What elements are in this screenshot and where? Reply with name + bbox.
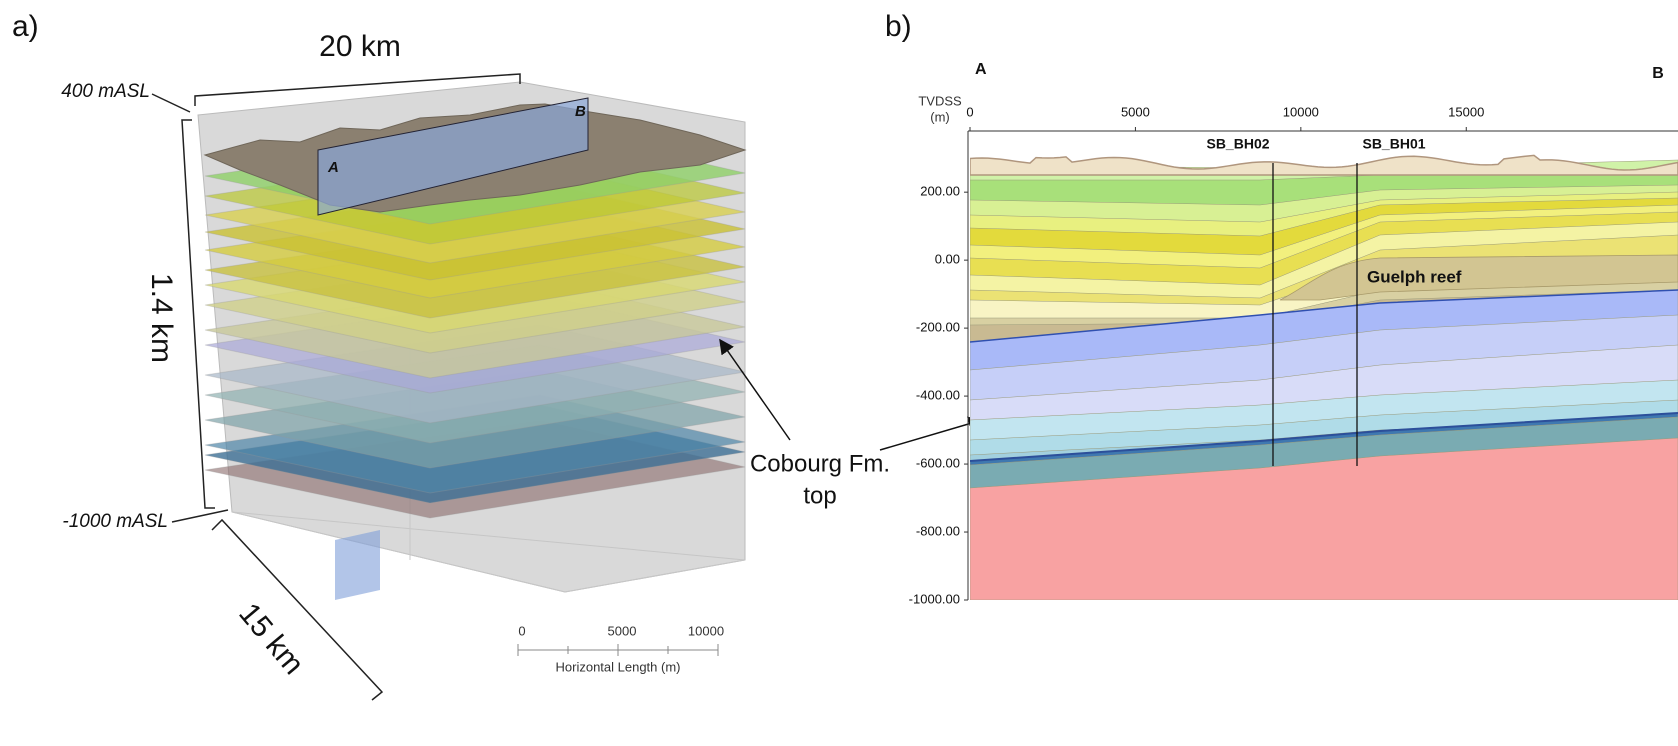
y-tick-label: -600.00 xyxy=(916,455,960,470)
x-tick-label: 0 xyxy=(966,104,973,119)
figure: AB a) 20 km 400 mASL 1.4 km -1000 mASL 1… xyxy=(0,0,1678,746)
leader xyxy=(152,94,190,112)
panel-label: a) xyxy=(12,10,39,43)
page: AB a) 20 km 400 mASL 1.4 km -1000 mASL 1… xyxy=(0,0,1678,746)
annotation-arrow xyxy=(880,420,982,450)
y-tick-label: -200.00 xyxy=(916,320,960,335)
scale-label: 5000 xyxy=(608,623,637,638)
section-end: B xyxy=(575,103,586,120)
y-tick-label: 200.00 xyxy=(920,184,960,199)
topography xyxy=(970,155,1678,175)
y-tick-label: -800.00 xyxy=(916,523,960,538)
depth-label: 15 km xyxy=(232,597,310,681)
x-tick-label: 10000 xyxy=(1283,104,1319,119)
y-tick-label: -400.00 xyxy=(916,388,960,403)
section-start: A xyxy=(975,61,987,78)
section-end: B xyxy=(1652,65,1664,82)
scale-label: 10000 xyxy=(688,623,724,638)
panel-label: b) xyxy=(885,10,912,43)
scale-bar: 0 5000 10000 Horizontal Length (m) xyxy=(518,623,724,674)
width-label: 20 km xyxy=(319,30,401,63)
scale-label: 0 xyxy=(518,623,525,638)
y-tick-label: -1000.00 xyxy=(909,591,960,606)
cross-section xyxy=(970,155,1678,600)
bottom-elevation: -1000 mASL xyxy=(62,511,168,532)
y-axis-title: (m) xyxy=(930,109,950,124)
reef-label: Guelph reef xyxy=(1367,267,1462,286)
section-start: A xyxy=(327,159,339,176)
y-tick-label: 0.00 xyxy=(935,252,960,267)
y-axis-title: TVDSS xyxy=(918,93,962,108)
annotation-line: Cobourg Fm. xyxy=(750,450,890,477)
leader xyxy=(172,510,228,522)
well-label: SB_BH01 xyxy=(1362,136,1425,152)
section-plane-lower xyxy=(335,530,380,600)
x-tick-label: 5000 xyxy=(1121,104,1150,119)
block-diagram: AB xyxy=(198,82,745,600)
scale-title: Horizontal Length (m) xyxy=(556,659,681,674)
annotation-line: top xyxy=(803,482,836,509)
x-tick-label: 15000 xyxy=(1448,104,1484,119)
top-elevation: 400 mASL xyxy=(61,81,150,102)
height-label: 1.4 km xyxy=(145,273,178,363)
well-label: SB_BH02 xyxy=(1206,136,1269,152)
